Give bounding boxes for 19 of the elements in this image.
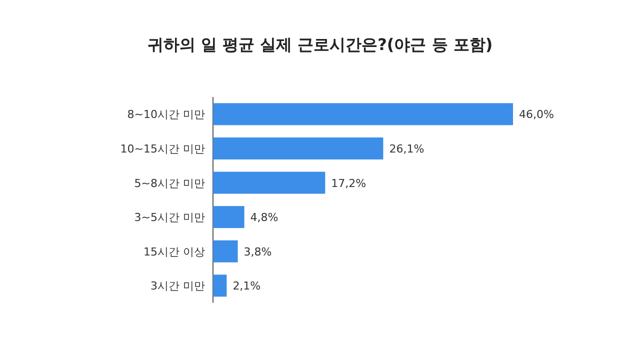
bar <box>213 240 238 262</box>
data-label: 3,8% <box>244 245 272 258</box>
data-label: 26,1% <box>389 142 424 156</box>
y-tick-label: 3~5시간 미만 <box>134 211 205 224</box>
bar <box>213 137 384 160</box>
data-label: 17,2% <box>331 176 366 190</box>
data-label: 46,0% <box>519 108 554 122</box>
y-tick-label: 5~8시간 미만 <box>134 176 205 190</box>
chart-title: 귀하의 일 평균 실제 근로시간은?(야근 등 포함) <box>147 35 493 54</box>
bar <box>213 274 227 297</box>
data-label: 2,1% <box>232 280 261 293</box>
y-tick-label: 8~10시간 미만 <box>127 108 205 122</box>
y-tick-label: 10~15시간 미만 <box>120 142 205 156</box>
bar <box>213 172 326 194</box>
data-label: 4,8% <box>250 211 278 224</box>
y-tick-label: 3시간 미만 <box>150 280 205 293</box>
y-tick-label: 15시간 이상 <box>144 245 205 258</box>
bar <box>213 206 244 228</box>
bar <box>213 103 513 126</box>
